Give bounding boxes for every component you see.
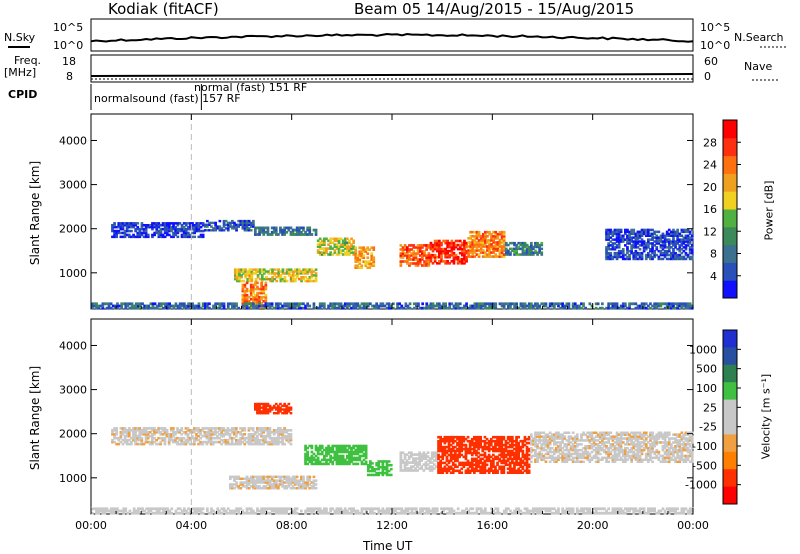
noise-tick-top-left: 10^5 (53, 21, 84, 34)
panel-power-cells (91, 219, 694, 310)
colorbar-tick-label-velocity-2: 100 (696, 382, 717, 395)
colorbar-velocity-swatch-7 (723, 451, 737, 470)
colorbar-velocity-frame (722, 329, 738, 505)
colorbar-power-swatch-0 (723, 280, 737, 299)
x-tick-label-3: 12:00 (376, 519, 408, 532)
y-tick-label-velocity-3: 4000 (59, 339, 87, 352)
noise-tick-top-right: 10^5 (700, 21, 731, 34)
colorbar-tick-label-velocity-1: 500 (696, 363, 717, 376)
freq-tick-bottom: 8 (66, 70, 73, 83)
colorbar-power-swatch-3 (723, 226, 737, 246)
colorbar-velocity-swatch-2 (723, 364, 737, 383)
colorbar-tick-label-velocity-4: -25 (699, 421, 717, 434)
colorbar-velocity-swatch-3 (723, 382, 737, 401)
colorbar-tick-label-power-4: 20 (703, 181, 717, 194)
colorbar-velocity-swatch-4 (723, 399, 737, 418)
cpid-normalsound-label: normalsound (fast) 157 RF (94, 92, 241, 105)
x-tick-label-6: 00:00 (677, 519, 709, 532)
y-tick-label-power-1: 2000 (59, 223, 87, 236)
y-tick-label-velocity-2: 3000 (59, 384, 87, 397)
y-tick-label-velocity-0: 1000 (59, 472, 87, 485)
noise-tick-bottom-right: 10^0 (700, 39, 731, 52)
colorbar-power-swatch-5 (723, 191, 737, 210)
colorbar-power-swatch-4 (723, 209, 737, 228)
colorbar-tick-label-power-1: 8 (710, 248, 717, 261)
colorbar-tick-label-power-6: 28 (703, 136, 717, 149)
panel-power-frame (90, 113, 694, 310)
colorbar-tick-label-power-3: 16 (703, 203, 717, 216)
y-tick-label-power-2: 3000 (59, 179, 87, 192)
colorbar-power-swatch-6 (723, 173, 737, 192)
noise-panel-frame (90, 18, 694, 52)
colorbar-tick-label-velocity-3: 25 (703, 401, 717, 414)
x-tick-label-5: 20:00 (577, 519, 609, 532)
colorbar-velocity-swatch-6 (723, 434, 737, 453)
colorbar-velocity-swatch-9 (723, 486, 737, 505)
cpid-label: CPID (8, 88, 38, 101)
colorbar-velocity-swatch-0 (723, 330, 737, 348)
colorbar-velocity-swatch-5 (723, 417, 737, 435)
y-tick-label-power-0: 1000 (59, 267, 87, 280)
colorbar-tick-label-velocity-6: -500 (692, 459, 717, 472)
nave-tick-top: 60 (704, 55, 718, 68)
colorbar-tick-label-power-5: 24 (703, 159, 717, 172)
colorbar-velocity-swatch-1 (723, 347, 737, 366)
colorbar-velocity-swatch-8 (723, 469, 737, 488)
colorbar-tick-label-power-2: 12 (703, 225, 717, 238)
nave-label: Nave (744, 60, 773, 73)
colorbar-power-swatch-7 (723, 155, 737, 174)
mhz-label: [MHz] (4, 66, 37, 79)
nave-tick-bottom: 0 (704, 70, 711, 83)
panel-velocity-cells (91, 402, 694, 515)
y-tick-label-power-3: 4000 (59, 134, 87, 147)
radar-title: Kodiak (fitACF) (108, 0, 219, 18)
freq-panel-frame (90, 54, 694, 83)
cpid-normal-label: normal (fast) 151 RF (194, 81, 308, 94)
colorbar-tick-label-velocity-5: -100 (692, 440, 717, 453)
colorbar-tick-label-velocity-0: 1000 (689, 343, 717, 356)
freq-tick-top: 18 (62, 55, 76, 68)
colorbar-tick-label-power-0: 4 (710, 270, 717, 283)
noise-trace (90, 32, 694, 43)
colorbar-power-swatch-8 (723, 137, 737, 157)
freq-label: Freq. (14, 54, 42, 67)
colorbar-power-swatch-1 (723, 262, 737, 281)
x-tick-label-4: 16:00 (476, 519, 508, 532)
freq-trace (90, 73, 694, 77)
x-tick-label-0: 00:00 (75, 519, 107, 532)
colorbar-power-swatch-2 (723, 244, 737, 263)
panel-velocity-frame (90, 318, 694, 515)
nsky-label: N.Sky (4, 31, 36, 44)
y-tick-label-velocity-1: 2000 (59, 428, 87, 441)
noise-tick-bottom-left: 10^0 (53, 39, 84, 52)
nsearch-label: N.Search (734, 31, 784, 44)
x-tick-label-2: 08:00 (276, 519, 308, 532)
colorbar-power-swatch-9 (723, 120, 737, 139)
beam-date-title: Beam 05 14/Aug/2015 - 15/Aug/2015 (354, 0, 635, 18)
time-xlabel: Time UT (363, 539, 413, 553)
colorbar-tick-label-velocity-7: -1000 (685, 479, 717, 492)
x-tick-label-1: 04:00 (175, 519, 207, 532)
